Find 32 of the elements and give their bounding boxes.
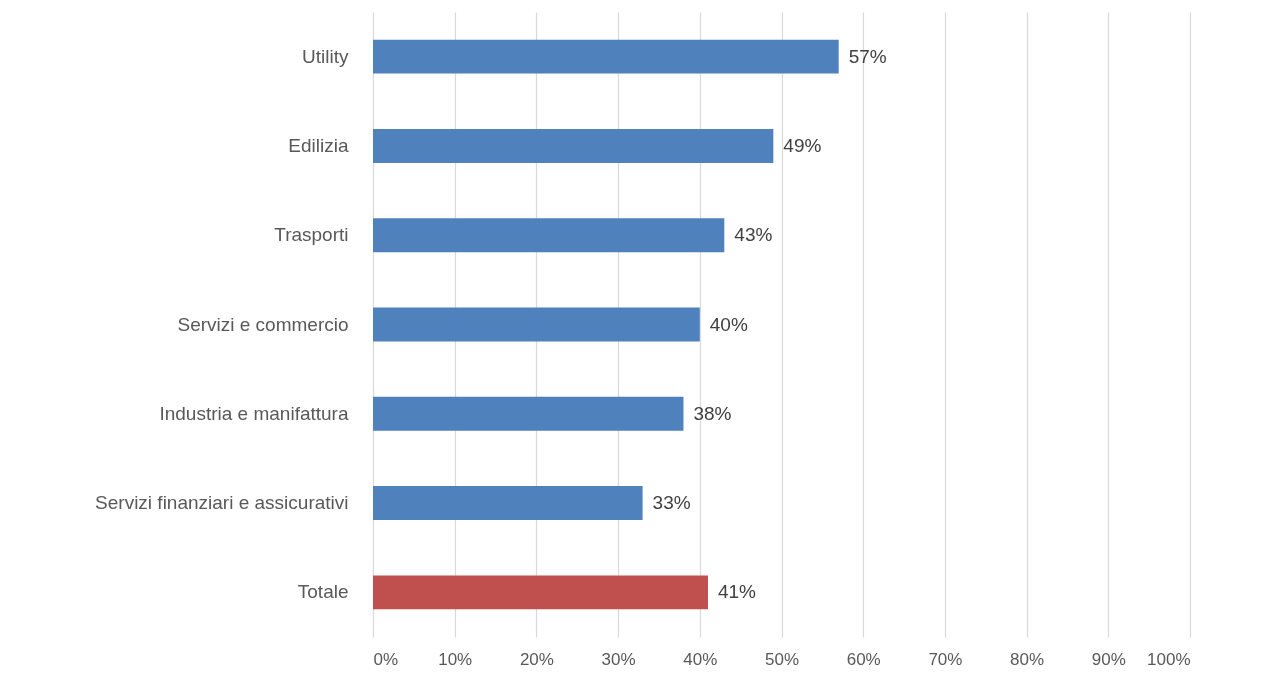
x-tick-label: 80% — [1010, 649, 1045, 669]
x-tick-label: 0% — [373, 649, 399, 669]
y-tick-label: Totale — [297, 581, 349, 603]
data-label: 41% — [717, 581, 757, 603]
bar — [373, 218, 725, 253]
data-label: 40% — [709, 313, 748, 335]
y-tick-label: Trasporti — [274, 224, 349, 246]
y-tick-label: Servizi finanziari e assicurativi — [95, 492, 349, 514]
x-tick-label: 30% — [601, 649, 636, 669]
bar — [373, 486, 643, 521]
y-tick-label: Utility — [302, 45, 349, 67]
bar — [373, 575, 708, 610]
data-label: 57% — [848, 45, 887, 67]
x-tick-label: 100% — [1147, 649, 1191, 669]
data-label: 38% — [693, 402, 732, 424]
x-tick-label: 90% — [1091, 649, 1126, 669]
data-label: 43% — [734, 224, 773, 246]
bar — [373, 396, 684, 431]
y-tick-label: Edilizia — [288, 134, 349, 156]
x-tick-label: 40% — [683, 649, 718, 669]
y-tick-label: Industria e manifattura — [159, 402, 349, 424]
x-tick-label: 20% — [519, 649, 554, 669]
y-tick-label: Servizi e commercio — [177, 313, 349, 335]
data-label: 49% — [783, 134, 822, 156]
bar — [373, 39, 839, 74]
data-label: 33% — [652, 492, 691, 514]
x-tick-label: 10% — [438, 649, 473, 669]
x-tick-label: 60% — [846, 649, 881, 669]
bar — [373, 128, 774, 163]
bar — [373, 307, 700, 342]
x-tick-label: 50% — [764, 649, 800, 669]
x-tick-label: 70% — [928, 649, 963, 669]
